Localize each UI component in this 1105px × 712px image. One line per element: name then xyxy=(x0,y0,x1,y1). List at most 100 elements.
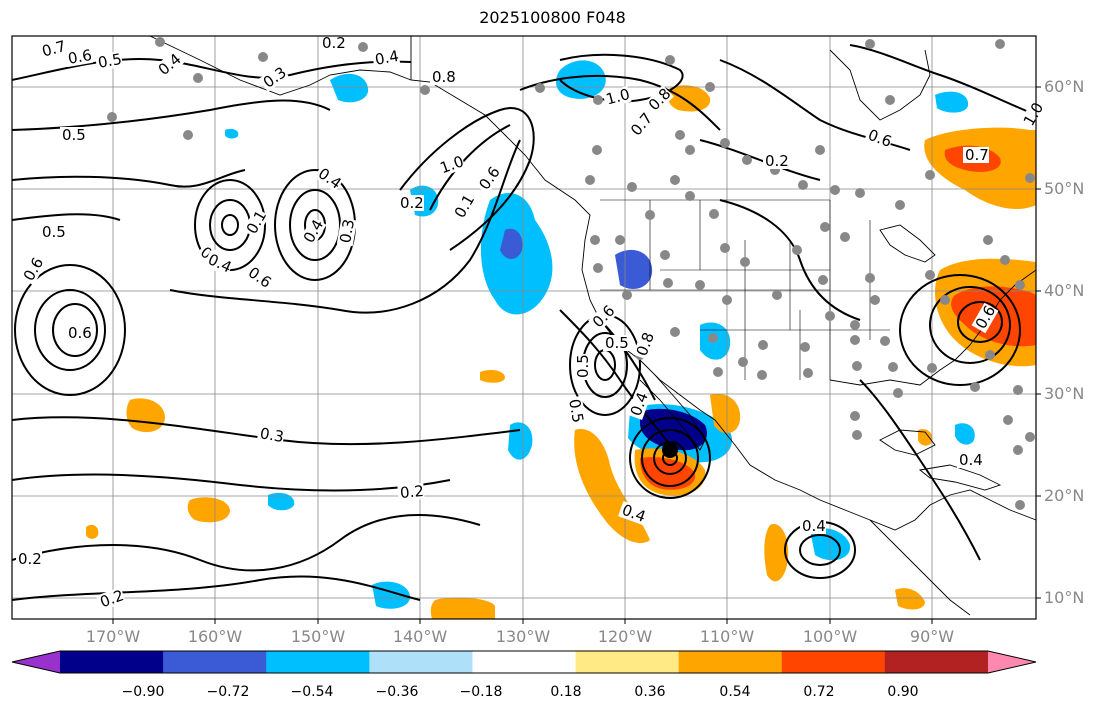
contour-label-bg xyxy=(450,191,478,223)
colorbar-tick-label: 0.72 xyxy=(803,684,835,700)
contour-label: 0.2 xyxy=(765,152,789,170)
lat-label: 10°N xyxy=(1044,588,1085,607)
colorbar-tick-label: 0.90 xyxy=(887,684,919,700)
obs-point xyxy=(420,85,430,95)
contour-label-bg xyxy=(397,482,425,502)
north-america-coast xyxy=(410,36,1037,531)
obs-point xyxy=(840,232,850,242)
contour-line xyxy=(559,309,673,449)
contour-label-bg xyxy=(957,452,983,468)
negative-anomaly-patch xyxy=(556,60,606,99)
contour-label: 0.5 xyxy=(62,126,86,144)
obs-point xyxy=(803,368,813,378)
colorbar-segment xyxy=(678,651,783,673)
obs-point xyxy=(660,250,670,260)
contour-loop xyxy=(629,417,711,499)
positive-anomaly-patch xyxy=(667,85,711,112)
obs-point xyxy=(742,155,752,165)
positive-anomaly-patch xyxy=(187,497,230,523)
contour-label-bg xyxy=(763,153,789,169)
contour-label-bg xyxy=(864,126,894,150)
obs-point xyxy=(880,336,890,346)
contour-label-bg xyxy=(258,63,290,93)
obs-point xyxy=(772,290,782,300)
obs-point xyxy=(535,83,545,93)
obs-point xyxy=(855,188,865,198)
obs-point xyxy=(358,42,368,52)
obs-point xyxy=(1013,445,1023,455)
contour-label: 0.2 xyxy=(399,482,424,502)
obs-point xyxy=(757,370,767,380)
obs-point xyxy=(820,222,830,232)
positive-anomaly-patch xyxy=(895,588,925,610)
contour-label-bg xyxy=(565,395,587,425)
obs-point xyxy=(593,263,603,273)
contour-label: 0.5 xyxy=(605,334,629,352)
lon-label: 130°W xyxy=(495,627,551,646)
contour-label: 0.3 xyxy=(259,424,286,446)
contour-label: 0.3 xyxy=(336,218,358,245)
obs-point xyxy=(1015,500,1025,510)
obs-point xyxy=(852,361,862,371)
obs-point xyxy=(1025,432,1035,442)
great-lakes xyxy=(879,224,936,263)
contour-label-bg xyxy=(66,325,92,341)
obs-point xyxy=(709,209,719,219)
contour-label: 0.8 xyxy=(432,68,456,86)
contour-label: 0.7 xyxy=(965,146,989,164)
obs-point xyxy=(865,39,875,49)
contour-label: 0.5 xyxy=(42,223,66,241)
contour-loop xyxy=(34,289,106,371)
positive-anomaly-patch xyxy=(430,597,495,619)
contour-loop xyxy=(221,214,239,236)
contour-label-bg xyxy=(19,254,47,286)
lat-label: 40°N xyxy=(1044,281,1085,300)
contour-label-bg xyxy=(971,302,999,334)
obs-point xyxy=(818,275,828,285)
contour-label-bg xyxy=(94,50,124,72)
obs-point xyxy=(815,145,825,155)
obs-point xyxy=(895,200,905,210)
obs-point xyxy=(800,342,810,352)
obs-point xyxy=(670,175,680,185)
contour-label: 0.4 xyxy=(959,451,983,469)
contour-loop xyxy=(289,189,341,261)
lat-label: 60°N xyxy=(1044,77,1085,96)
positive-anomaly-patch xyxy=(480,370,505,383)
contour-label-bg xyxy=(1019,99,1047,131)
contour-label-bg xyxy=(603,335,629,351)
obs-point xyxy=(995,39,1005,49)
contour-label-bg xyxy=(398,195,424,211)
contour-label-bg xyxy=(16,551,42,567)
contour-label: 1.0 xyxy=(604,85,632,109)
positive-anomaly-patch xyxy=(86,524,99,539)
contour-label-bg xyxy=(627,390,651,420)
colorbar-segment xyxy=(60,651,164,673)
obs-point xyxy=(825,311,835,321)
contour-line xyxy=(11,169,246,188)
observation-points xyxy=(107,37,1035,510)
contour-line xyxy=(11,514,481,572)
obs-point xyxy=(1003,415,1013,425)
contour-label: 0.2 xyxy=(322,34,346,52)
obs-point xyxy=(792,245,802,255)
contour-label-bg xyxy=(96,587,126,611)
contour-label-bg xyxy=(38,37,68,61)
obs-point xyxy=(155,37,165,47)
obs-point xyxy=(585,175,595,185)
contour-label-bg xyxy=(644,85,674,115)
contour-loop xyxy=(52,303,98,357)
colorbar-segment xyxy=(575,651,680,673)
obs-point xyxy=(645,210,655,220)
contour-label-bg xyxy=(299,216,327,248)
contour-line xyxy=(11,213,121,221)
obs-point xyxy=(758,340,768,350)
axis-ticks xyxy=(112,86,1041,624)
contour-line xyxy=(11,58,412,81)
colorbar-extend-high xyxy=(988,651,1036,673)
contour-label-bg xyxy=(153,50,185,80)
contour-line xyxy=(519,74,721,131)
contour-label-bg xyxy=(243,262,275,292)
obs-point xyxy=(713,367,723,377)
obs-point xyxy=(258,52,268,62)
